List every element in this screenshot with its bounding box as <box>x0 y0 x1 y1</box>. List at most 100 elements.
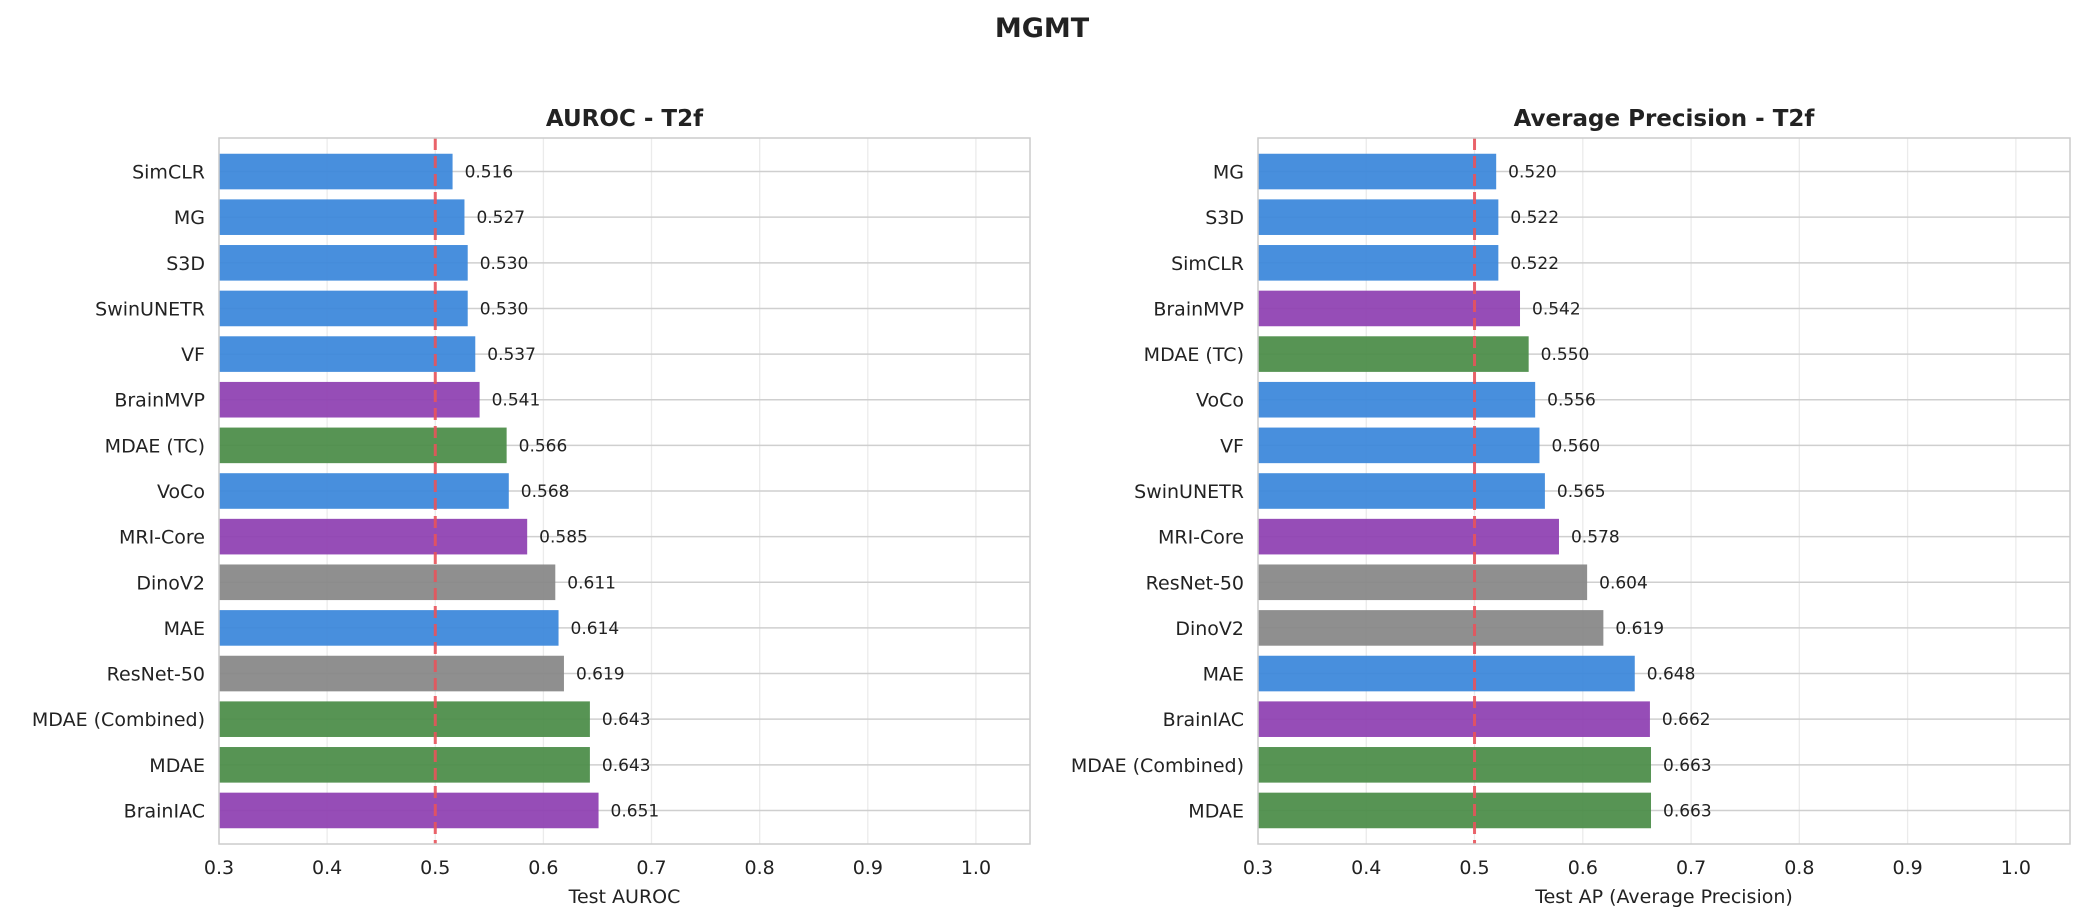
bar-mdae-tc <box>1258 336 1529 372</box>
value-label: 0.663 <box>1663 756 1712 776</box>
category-label: S3D <box>1205 207 1244 229</box>
bar-s3d <box>219 245 468 281</box>
x-axis-label: Test AP (Average Precision) <box>1534 886 1793 908</box>
x-tick-label: 0.6 <box>528 857 558 879</box>
bar-mdae <box>1258 792 1652 829</box>
category-label: MG <box>174 207 205 229</box>
bar-mdae-combined <box>1258 747 1652 783</box>
category-label: SwinUNETR <box>1134 481 1244 503</box>
bar-simclr <box>219 153 453 190</box>
x-tick-label: 0.4 <box>1351 857 1381 879</box>
bar-resnet-50 <box>1258 564 1588 601</box>
bar-mg <box>1258 153 1497 190</box>
value-label: 0.556 <box>1547 391 1596 411</box>
chart-title: AUROC - T2f <box>546 106 704 132</box>
value-label: 0.611 <box>567 573 616 593</box>
bar-resnet-50 <box>219 655 564 692</box>
category-label: BrainIAC <box>1163 709 1244 731</box>
category-label: ResNet-50 <box>1146 572 1244 594</box>
average-precision-chart: MG 0.520 S3D 0.522 SimCLR 0.522 BrainMVP 0.542 M… <box>1071 106 2071 908</box>
value-label: 0.578 <box>1571 528 1620 548</box>
category-label: MDAE <box>149 755 205 777</box>
bar-brainmvp <box>219 381 480 418</box>
value-label: 0.516 <box>465 163 514 183</box>
bar-mdae-combined <box>219 701 590 737</box>
category-label: VoCo <box>1196 390 1244 412</box>
auroc-chart: SimCLR 0.516 MG 0.527 S3D 0.530 SwinUNETR 0.530… <box>32 106 1031 908</box>
value-label: 0.585 <box>539 528 588 548</box>
bar-swinunetr <box>1258 473 1545 509</box>
bar-vf <box>219 336 476 372</box>
x-tick-label: 0.8 <box>745 857 775 879</box>
bar-mae <box>219 610 559 646</box>
category-label: SwinUNETR <box>95 298 205 320</box>
value-label: 0.520 <box>1508 163 1557 183</box>
x-tick-label: 0.5 <box>1459 857 1489 879</box>
category-label: MAE <box>1203 664 1244 686</box>
value-label: 0.542 <box>1532 299 1581 319</box>
value-label: 0.663 <box>1663 801 1712 821</box>
category-label: ResNet-50 <box>107 664 205 686</box>
category-label: VF <box>181 344 205 366</box>
category-label: SimCLR <box>132 162 205 184</box>
bar-mri-core <box>1258 518 1559 555</box>
figure-title: MGMT <box>995 13 1090 44</box>
bar-mri-core <box>219 518 528 555</box>
category-label: MDAE (TC) <box>105 435 205 457</box>
value-label: 0.662 <box>1662 710 1711 730</box>
category-label: DinoV2 <box>136 572 205 594</box>
x-tick-label: 0.5 <box>420 857 450 879</box>
x-tick-label: 1.0 <box>2001 857 2031 879</box>
x-tick-label: 0.9 <box>1892 857 1922 879</box>
category-label: VF <box>1220 435 1244 457</box>
x-tick-label: 0.3 <box>204 857 234 879</box>
value-label: 0.537 <box>487 345 536 365</box>
value-label: 0.560 <box>1551 436 1600 456</box>
bar-simclr <box>1258 245 1499 281</box>
chart-title: Average Precision - T2f <box>1514 106 1816 132</box>
bar-mg <box>219 199 465 235</box>
x-tick-label: 1.0 <box>961 857 991 879</box>
bar-brainiac <box>1258 701 1650 737</box>
plot-frame <box>218 137 1031 845</box>
value-label: 0.527 <box>476 208 525 228</box>
category-label: BrainIAC <box>124 800 205 822</box>
category-label: VoCo <box>157 481 205 503</box>
category-label: MDAE <box>1188 800 1244 822</box>
value-label: 0.566 <box>519 436 568 456</box>
category-label: MDAE (Combined) <box>32 709 205 731</box>
category-label: MAE <box>164 618 205 640</box>
x-axis-label: Test AUROC <box>568 886 681 908</box>
x-tick-label: 0.9 <box>853 857 883 879</box>
category-label: S3D <box>166 253 205 275</box>
category-label: MRI-Core <box>119 527 205 549</box>
value-label: 0.643 <box>602 756 651 776</box>
bar-voco <box>219 473 509 509</box>
plot-frame <box>1257 137 2071 845</box>
bar-mdae <box>219 747 590 783</box>
category-label: BrainMVP <box>1153 298 1244 320</box>
value-label: 0.648 <box>1647 665 1696 685</box>
bar-swinunetr <box>219 290 468 327</box>
category-label: MDAE (Combined) <box>1071 755 1244 777</box>
bar-s3d <box>1258 199 1499 235</box>
bar-voco <box>1258 381 1536 418</box>
value-label: 0.651 <box>611 801 660 821</box>
value-label: 0.541 <box>492 391 541 411</box>
x-tick-label: 0.7 <box>1676 857 1706 879</box>
value-label: 0.550 <box>1541 345 1590 365</box>
bar-brainiac <box>219 792 599 829</box>
value-label: 0.604 <box>1599 573 1648 593</box>
x-tick-label: 0.4 <box>312 857 342 879</box>
value-label: 0.565 <box>1557 482 1606 502</box>
value-label: 0.619 <box>1615 619 1664 639</box>
value-label: 0.522 <box>1510 254 1559 274</box>
x-tick-label: 0.6 <box>1568 857 1598 879</box>
bar-dinov2 <box>219 564 556 601</box>
bar-dinov2 <box>1258 610 1604 646</box>
category-label: DinoV2 <box>1175 618 1244 640</box>
category-label: MDAE (TC) <box>1144 344 1244 366</box>
x-tick-label: 0.7 <box>636 857 666 879</box>
category-label: MRI-Core <box>1158 527 1244 549</box>
